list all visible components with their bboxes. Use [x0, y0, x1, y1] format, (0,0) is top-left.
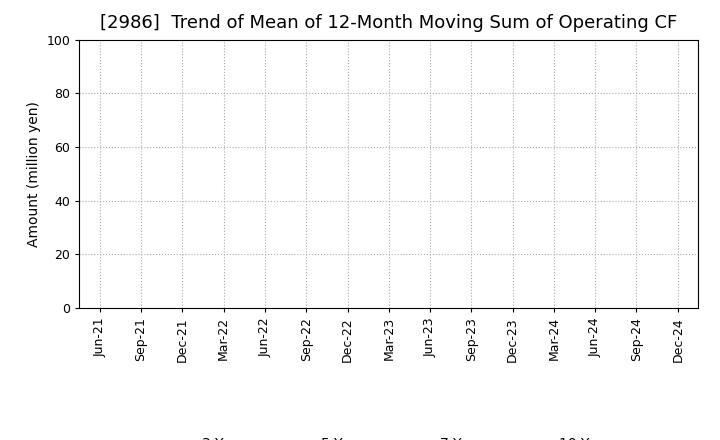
Y-axis label: Amount (million yen): Amount (million yen): [27, 101, 41, 247]
Legend: 3 Years, 5 Years, 7 Years, 10 Years: 3 Years, 5 Years, 7 Years, 10 Years: [155, 432, 623, 440]
Title: [2986]  Trend of Mean of 12-Month Moving Sum of Operating CF: [2986] Trend of Mean of 12-Month Moving …: [100, 15, 678, 33]
